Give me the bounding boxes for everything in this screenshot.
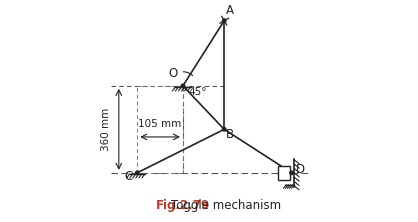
Bar	[278, 166, 291, 180]
Text: A: A	[226, 4, 234, 17]
Circle shape	[290, 171, 293, 174]
Text: B: B	[226, 128, 234, 141]
Text: 105 mm: 105 mm	[138, 119, 182, 129]
Text: D: D	[296, 163, 305, 176]
Circle shape	[181, 84, 185, 88]
Circle shape	[222, 128, 226, 131]
Text: 45°: 45°	[188, 87, 207, 97]
Text: 360 mm: 360 mm	[102, 108, 112, 151]
Text: Fig.2.79: Fig.2.79	[156, 199, 210, 212]
Circle shape	[222, 19, 226, 22]
Circle shape	[135, 171, 139, 174]
Text: C: C	[124, 170, 133, 182]
Text: Toggle mechanism: Toggle mechanism	[171, 199, 281, 212]
Text: O: O	[168, 67, 178, 80]
